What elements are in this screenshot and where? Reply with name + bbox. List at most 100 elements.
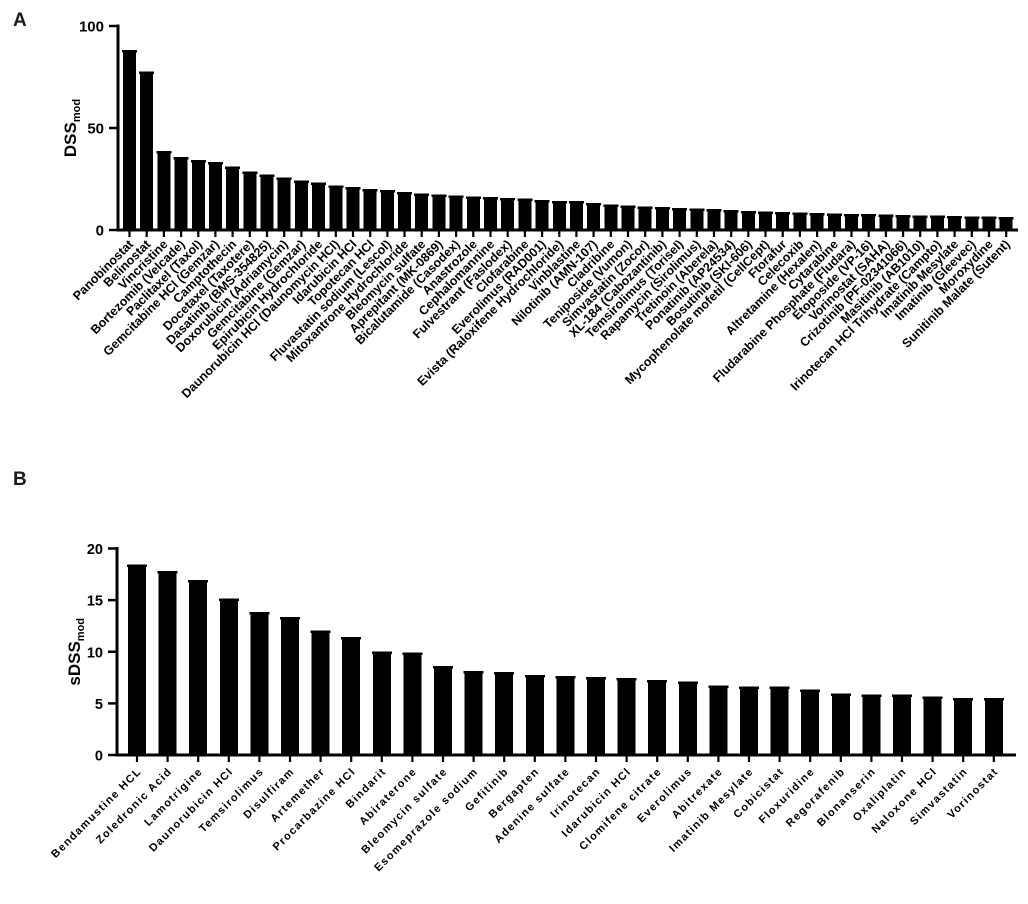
bar bbox=[759, 214, 772, 230]
error-bar-cap bbox=[758, 211, 773, 215]
bar bbox=[923, 699, 942, 755]
bar bbox=[569, 203, 583, 230]
error-bar-cap bbox=[188, 580, 209, 583]
bar bbox=[621, 207, 635, 230]
y-tick-label: 15 bbox=[87, 594, 103, 610]
bar bbox=[556, 678, 575, 755]
error-bar-cap bbox=[912, 215, 928, 218]
error-bar-cap bbox=[293, 180, 309, 184]
bar bbox=[810, 215, 824, 230]
bar bbox=[372, 653, 391, 755]
bar bbox=[648, 682, 667, 755]
error-bar-cap bbox=[345, 187, 361, 190]
error-bar-cap bbox=[586, 677, 606, 680]
bar bbox=[862, 697, 881, 755]
error-bar-cap bbox=[689, 208, 705, 211]
error-bar-cap bbox=[981, 216, 997, 220]
y-axis-title: sDSSmod bbox=[65, 618, 87, 686]
error-bar-cap bbox=[517, 198, 533, 202]
bar bbox=[312, 185, 326, 230]
error-bar-cap bbox=[861, 214, 877, 217]
error-bar-cap bbox=[775, 212, 791, 215]
error-bar-cap bbox=[861, 694, 882, 698]
bar bbox=[948, 218, 962, 230]
bar bbox=[879, 217, 893, 230]
error-bar-cap bbox=[800, 689, 821, 692]
bar bbox=[432, 197, 446, 230]
bar bbox=[123, 52, 136, 230]
error-bar-cap bbox=[672, 207, 688, 211]
error-bar-cap bbox=[402, 652, 423, 655]
bar bbox=[954, 700, 973, 755]
y-tick-label: 0 bbox=[96, 223, 104, 240]
error-bar-cap bbox=[190, 160, 206, 163]
bar bbox=[709, 687, 728, 755]
bar bbox=[363, 191, 377, 230]
error-bar-cap bbox=[708, 685, 729, 688]
bar bbox=[965, 218, 979, 230]
bar bbox=[281, 619, 299, 755]
error-bar-cap bbox=[259, 174, 275, 177]
bar bbox=[140, 73, 154, 231]
bar bbox=[311, 633, 330, 755]
bar bbox=[741, 213, 755, 230]
error-bar-cap bbox=[173, 157, 189, 160]
error-bar-cap bbox=[769, 686, 790, 689]
bar bbox=[495, 674, 514, 755]
bar bbox=[128, 567, 146, 755]
bar bbox=[913, 217, 927, 230]
bar bbox=[525, 677, 544, 755]
error-bar-cap bbox=[157, 570, 178, 574]
bar bbox=[930, 218, 944, 230]
error-bar-cap bbox=[603, 204, 619, 208]
error-bar-cap bbox=[740, 211, 756, 214]
error-bar-cap bbox=[616, 678, 637, 681]
y-tick-label: 10 bbox=[87, 645, 103, 661]
error-bar-cap bbox=[465, 196, 481, 199]
bar bbox=[862, 216, 876, 230]
panel-a-bar-chart: PanobinostatBelinostatVincristineBortezo… bbox=[61, 19, 1018, 401]
y-tick-label: 20 bbox=[87, 542, 103, 558]
bar bbox=[342, 639, 361, 755]
error-bar-cap bbox=[225, 166, 241, 169]
error-bar-cap bbox=[568, 201, 584, 204]
bar bbox=[831, 696, 850, 755]
error-bar-cap bbox=[397, 191, 412, 195]
error-bar-cap bbox=[139, 71, 155, 74]
y-axis-title: DSSmod bbox=[61, 99, 83, 157]
bar bbox=[464, 673, 483, 755]
error-bar-cap bbox=[362, 189, 378, 192]
error-bar-cap bbox=[483, 197, 498, 200]
error-bar-cap bbox=[448, 195, 464, 198]
error-bar-cap bbox=[371, 651, 392, 654]
error-bar-cap bbox=[620, 205, 636, 208]
error-bar-cap bbox=[826, 213, 842, 216]
bar bbox=[294, 183, 308, 230]
error-bar-cap bbox=[706, 209, 722, 212]
bar bbox=[690, 211, 704, 230]
error-bar-cap bbox=[280, 617, 300, 620]
y-tick-label: 100 bbox=[79, 19, 104, 36]
error-bar-cap bbox=[792, 212, 808, 216]
y-tick-label: 5 bbox=[95, 697, 103, 713]
bar bbox=[466, 198, 480, 230]
error-bar-cap bbox=[500, 197, 516, 201]
bar bbox=[191, 162, 205, 230]
bar bbox=[673, 210, 687, 230]
error-bar-cap bbox=[463, 670, 484, 674]
bar bbox=[896, 217, 910, 230]
error-bar-cap bbox=[844, 213, 859, 217]
bar bbox=[587, 679, 605, 755]
error-bar-cap bbox=[878, 214, 894, 218]
error-bar-cap bbox=[551, 200, 567, 204]
bar bbox=[655, 209, 669, 230]
error-bar-cap bbox=[524, 675, 545, 678]
error-bar-cap bbox=[122, 50, 137, 53]
error-bar-cap bbox=[586, 203, 602, 206]
error-bar-cap bbox=[739, 686, 759, 689]
bar bbox=[845, 216, 858, 230]
bar bbox=[552, 203, 566, 230]
bar bbox=[380, 192, 394, 230]
error-bar-cap bbox=[983, 697, 1004, 701]
